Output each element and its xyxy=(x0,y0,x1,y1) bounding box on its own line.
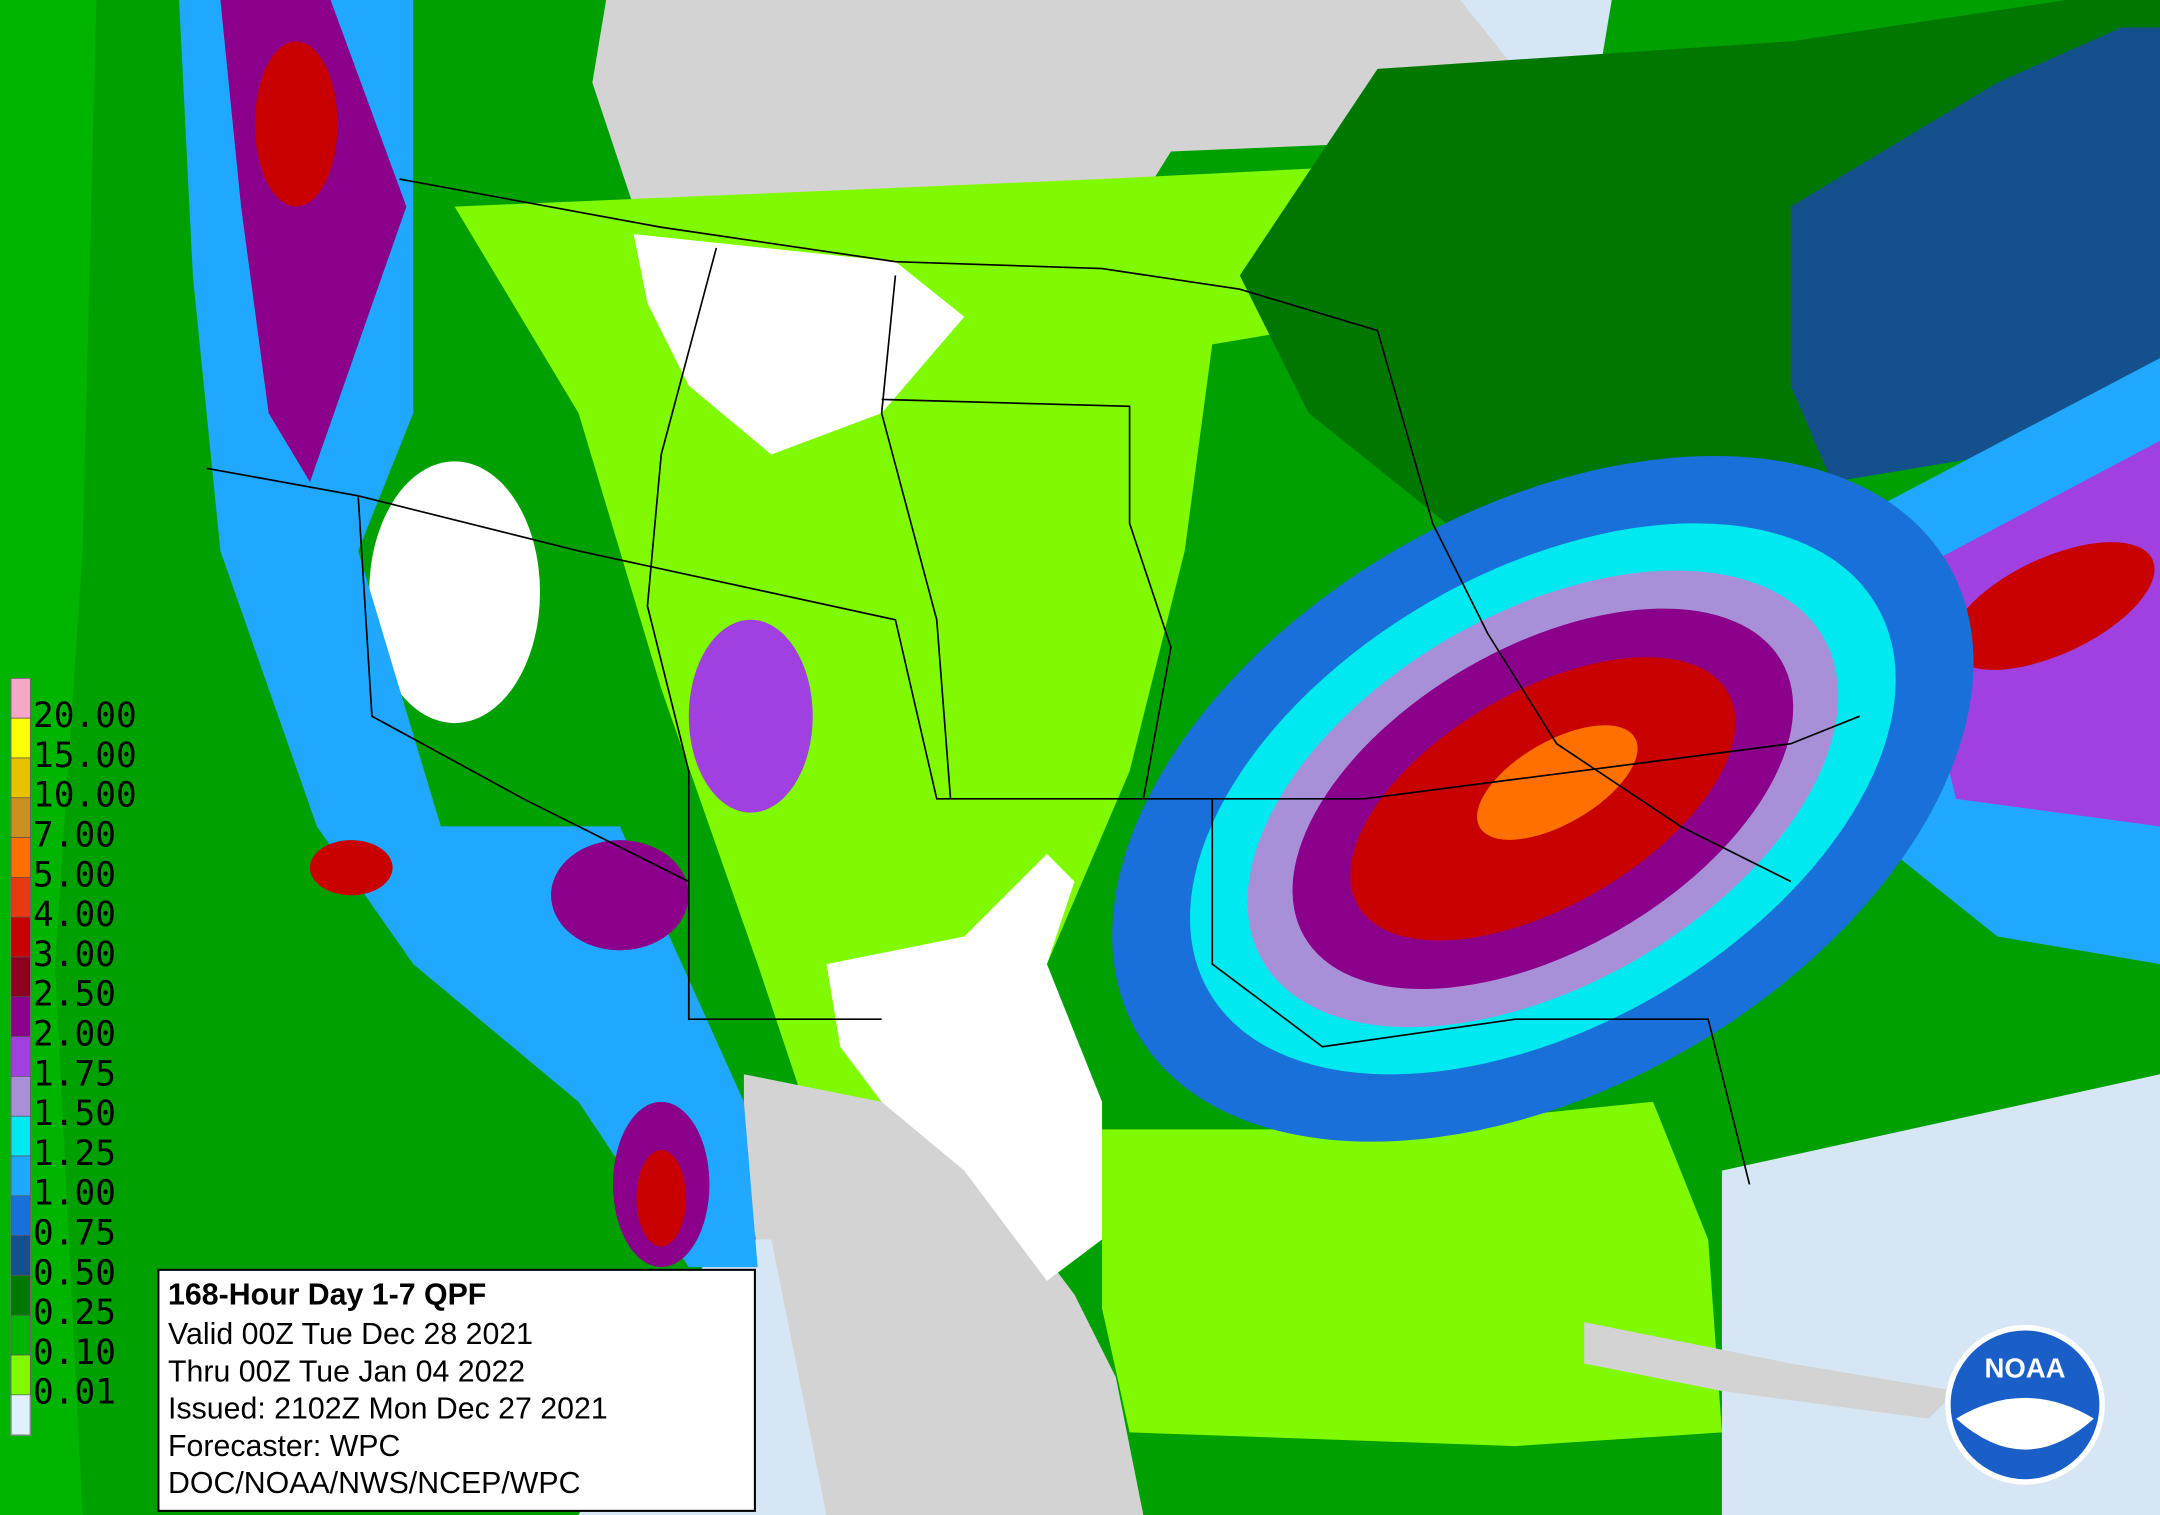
legend-swatch xyxy=(10,1036,31,1077)
border xyxy=(880,275,952,799)
border xyxy=(881,398,1172,799)
legend-label: 1.00 xyxy=(33,1174,116,1214)
border xyxy=(646,247,718,1020)
precip-5.00 xyxy=(1477,725,1638,840)
legend-swatch xyxy=(10,1115,31,1157)
logo-gull xyxy=(1956,1397,2094,1450)
west-precip xyxy=(254,41,338,207)
legend-label: 4.00 xyxy=(33,895,116,935)
logo-text: NOAA xyxy=(1984,1352,2065,1383)
southeast-precip xyxy=(1112,455,1974,1142)
legend-label: 2.00 xyxy=(33,1014,116,1054)
info-line: Valid 00Z Tue Dec 28 2021 xyxy=(168,1318,533,1351)
legend-swatch xyxy=(10,877,31,918)
info-line: Thru 00Z Tue Jan 04 2022 xyxy=(168,1355,525,1388)
noaa-logo: NOAA xyxy=(1945,1324,2105,1485)
atlantic-precip xyxy=(1950,542,2155,670)
legend-label: 1.50 xyxy=(33,1094,116,1134)
cuba-land xyxy=(1584,1322,1957,1419)
border xyxy=(1211,798,1751,1185)
info-title: 168-Hour Day 1-7 QPF xyxy=(168,1278,486,1311)
legend-label: 10.00 xyxy=(33,776,137,816)
border xyxy=(357,495,882,1021)
legend-label: 0.10 xyxy=(33,1333,116,1373)
legend-label: 20.00 xyxy=(33,696,137,736)
legend-swatch xyxy=(10,1275,31,1316)
northeast-precip xyxy=(1790,27,2160,483)
dry-area xyxy=(369,461,540,724)
info-panel xyxy=(157,1268,756,1512)
legend: 20.0015.0010.007.005.004.003.002.502.001… xyxy=(10,678,137,1436)
legend-swatch xyxy=(10,757,31,799)
legend-label: 3.00 xyxy=(33,935,116,975)
legend-label: 5.00 xyxy=(33,855,116,895)
plains-light-precip xyxy=(454,165,1378,1171)
legend-label: 0.01 xyxy=(33,1373,116,1413)
border xyxy=(399,178,1378,332)
legend-swatch xyxy=(10,916,31,958)
west-precip xyxy=(636,1150,687,1247)
legend-swatch xyxy=(10,797,31,838)
legend-label: 1.75 xyxy=(33,1054,116,1094)
legend-swatch xyxy=(10,717,31,759)
info-line: Forecaster: WPC xyxy=(168,1430,400,1463)
legend-swatch xyxy=(10,996,31,1037)
legend-swatch xyxy=(10,1235,31,1276)
border xyxy=(206,467,1861,800)
legend-swatch xyxy=(10,1155,31,1197)
legend-swatch xyxy=(10,837,31,878)
info-line: Issued: 2102Z Mon Dec 27 2021 xyxy=(168,1393,608,1426)
legend-label: 7.00 xyxy=(33,815,116,855)
mexico-land xyxy=(743,1074,1144,1515)
legend-swatch xyxy=(10,1195,31,1236)
legend-swatch xyxy=(10,678,31,719)
info-line: DOC/NOAA/NWS/NCEP/WPC xyxy=(168,1467,580,1500)
legend-swatch xyxy=(10,1314,31,1356)
legend-swatch xyxy=(10,1076,31,1117)
legend-label: 0.75 xyxy=(33,1214,116,1254)
borders xyxy=(206,178,1861,1185)
legend-label: 0.25 xyxy=(33,1293,116,1333)
legend-label: 2.50 xyxy=(33,975,116,1015)
legend-swatch xyxy=(10,1354,31,1396)
west-precip xyxy=(551,840,689,951)
gulf-precip xyxy=(1102,1101,1722,1447)
dry-area xyxy=(826,853,1103,1281)
west-precip xyxy=(309,840,393,896)
legend-swatch xyxy=(10,956,31,998)
info-box: 168-Hour Day 1-7 QPF Valid 00Z Tue Dec 2… xyxy=(157,1268,756,1512)
legend-label: 0.50 xyxy=(33,1253,116,1293)
rockies-precip xyxy=(688,619,813,813)
legend-label: 1.25 xyxy=(33,1134,116,1174)
legend-label: 15.00 xyxy=(33,736,137,776)
border xyxy=(1376,330,1792,883)
